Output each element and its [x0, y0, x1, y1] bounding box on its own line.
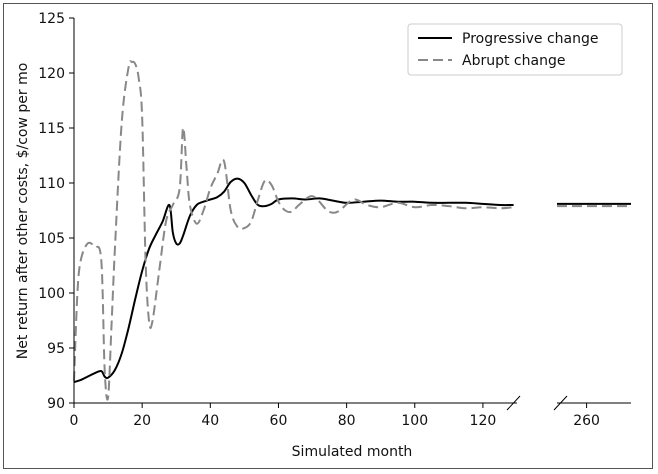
- y-tick-label: 105: [38, 231, 65, 247]
- x-tick-label: 40: [201, 413, 219, 429]
- legend-label-progressive: Progressive change: [462, 31, 599, 47]
- legend: Progressive change Abrupt change: [407, 23, 623, 76]
- x-tick-label: 260: [573, 413, 600, 429]
- x-tick-label: 120: [470, 413, 497, 429]
- axes-layer: 90 95 100 105 110 115 120 125 0 20 40 60 80 100 120 260: [38, 11, 631, 429]
- y-tick-label: 100: [38, 286, 65, 302]
- y-tick-label: 120: [38, 66, 65, 82]
- legend-label-abrupt: Abrupt change: [462, 53, 565, 69]
- series-line-abrupt-change-left: [73, 60, 514, 401]
- legend-box: [407, 23, 623, 76]
- y-tick-label: 110: [38, 176, 65, 192]
- series-line-progressive-change-left: [73, 177, 514, 384]
- x-axis-title: Simulated month: [292, 444, 413, 460]
- y-tick-label: 125: [38, 11, 65, 27]
- x-tick-label: 100: [401, 413, 428, 429]
- y-axis-title: Net return after other costs, $/cow per …: [15, 63, 31, 360]
- y-tick-label: 95: [47, 341, 65, 357]
- y-tick-label: 115: [38, 121, 65, 137]
- x-tick-label: 80: [338, 413, 356, 429]
- axis-break-mark-left: [506, 395, 521, 411]
- figure-frame: [3, 3, 653, 469]
- series-layer: [73, 60, 631, 401]
- x-tick-label: 60: [270, 413, 288, 429]
- x-tick-label: 20: [133, 413, 151, 429]
- x-tick-label: 0: [70, 413, 79, 429]
- axis-break-mark-right: [553, 395, 568, 411]
- y-tick-label: 90: [47, 396, 65, 412]
